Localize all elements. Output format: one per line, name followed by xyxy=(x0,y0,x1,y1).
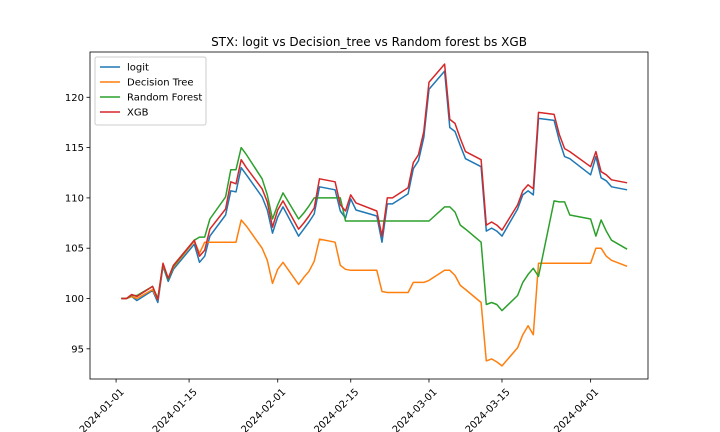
legend-label: XGB xyxy=(127,108,149,119)
y-tick-label: 100 xyxy=(65,294,84,305)
series-line-3 xyxy=(121,63,628,301)
legend-label: Random Forest xyxy=(127,93,202,104)
y-tick-label: 105 xyxy=(65,244,84,255)
plot-lines xyxy=(121,63,628,367)
chart-title: STX: logit vs Decision_tree vs Random fo… xyxy=(211,35,527,49)
y-tick-label: 120 xyxy=(65,93,84,104)
x-axis: 2024-01-01 2024-01-15 2024-02-01 2024-02-15… xyxy=(78,379,601,432)
series-line-1 xyxy=(121,219,628,367)
x-tick-label: 2024-02-15 xyxy=(313,387,362,432)
legend-label: logit xyxy=(127,63,149,74)
y-tick-label: 95 xyxy=(71,344,84,355)
series-line-2 xyxy=(121,146,628,312)
legend-label: Decision Tree xyxy=(127,78,194,89)
legend: logit Decision Tree Random Forest XGB xyxy=(94,56,207,126)
x-tick-label: 2024-02-01 xyxy=(240,387,289,432)
y-tick-label: 115 xyxy=(65,143,84,154)
x-tick-label: 2024-04-01 xyxy=(552,387,601,432)
legend-box xyxy=(94,56,207,126)
y-tick-label: 110 xyxy=(65,193,84,204)
x-tick-label: 2024-01-01 xyxy=(78,387,127,432)
y-axis: 95 100 105 110 115 120 xyxy=(65,93,90,355)
series-line-0 xyxy=(121,70,628,304)
x-tick-label: 2024-01-15 xyxy=(151,387,200,432)
plot-frame xyxy=(89,51,649,380)
x-tick-label: 2024-03-15 xyxy=(464,387,513,432)
x-tick-label: 2024-03-01 xyxy=(391,387,440,432)
